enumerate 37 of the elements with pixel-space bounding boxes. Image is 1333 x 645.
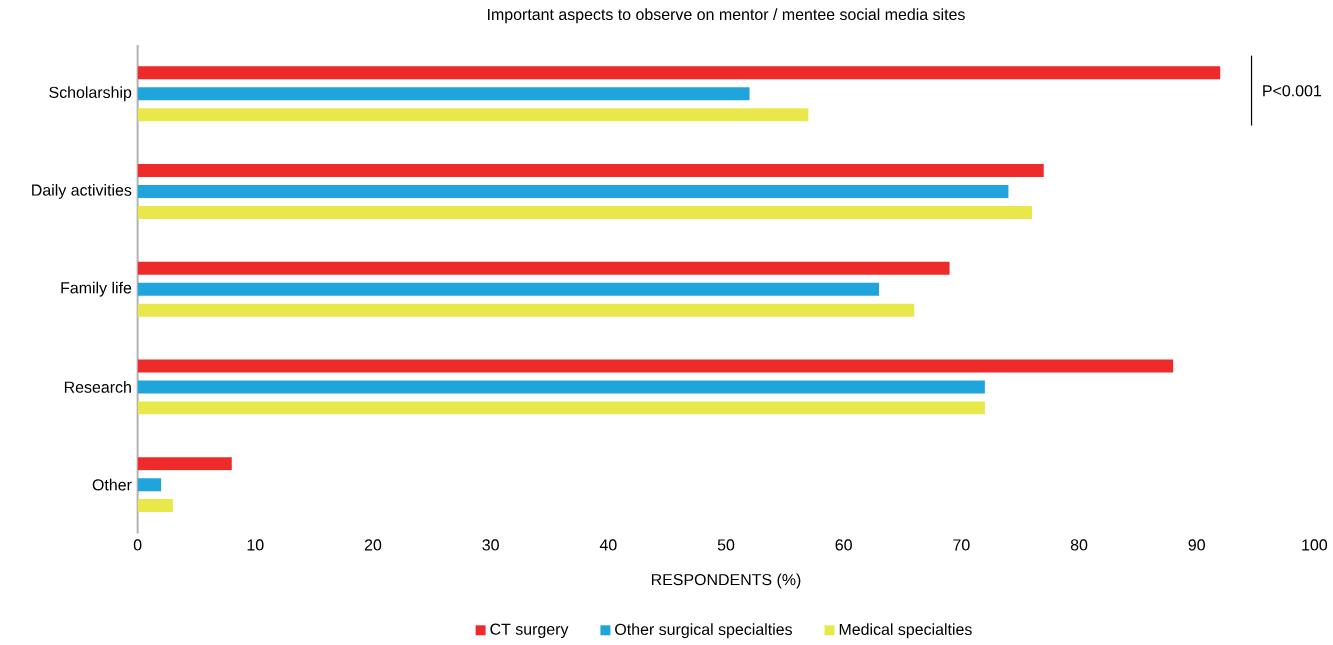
chart-title: Important aspects to observe on mentor / mentee social media sites [488, 8, 965, 24]
legend-label: CT surgery [490, 623, 569, 638]
x-tick-label: 90 [1188, 539, 1205, 551]
x-tick-label: 80 [1070, 539, 1088, 551]
x-axis-title: RESPONDENTS (%) [651, 573, 801, 589]
x-tick-label: 60 [835, 539, 852, 551]
bar [137, 457, 232, 471]
bar [137, 359, 1174, 373]
legend-label: Other surgical specialties [615, 623, 793, 639]
y-tick-label: Research [64, 380, 131, 393]
x-tick-label: 0 [133, 539, 142, 551]
bar [137, 303, 915, 317]
bar [137, 184, 1009, 198]
bar [137, 499, 173, 512]
x-tick-label: 10 [247, 539, 264, 551]
x-tick-label: 70 [953, 539, 970, 551]
bar [137, 380, 985, 394]
bar [137, 108, 809, 122]
bar [137, 66, 1221, 80]
bar [137, 261, 950, 275]
x-tick-label: 40 [599, 539, 617, 551]
y-tick-label: Other [92, 478, 132, 491]
legend-label: Medical specialties [839, 623, 972, 639]
y-tick-label: Family life [61, 281, 132, 297]
bar [137, 87, 750, 101]
bar [137, 478, 162, 492]
bar [137, 163, 1044, 177]
x-tick-label: 30 [482, 539, 499, 551]
bar [137, 205, 1032, 219]
y-tick-label: Daily activities [32, 183, 132, 199]
x-tick-label: 50 [717, 539, 735, 551]
bar [137, 401, 985, 415]
bar [137, 282, 879, 296]
x-tick-label: 100 [1302, 539, 1328, 551]
x-tick-label: 20 [364, 539, 382, 551]
y-tick-label: Scholarship [49, 86, 132, 102]
annotation: P<0.001 [1263, 85, 1322, 97]
